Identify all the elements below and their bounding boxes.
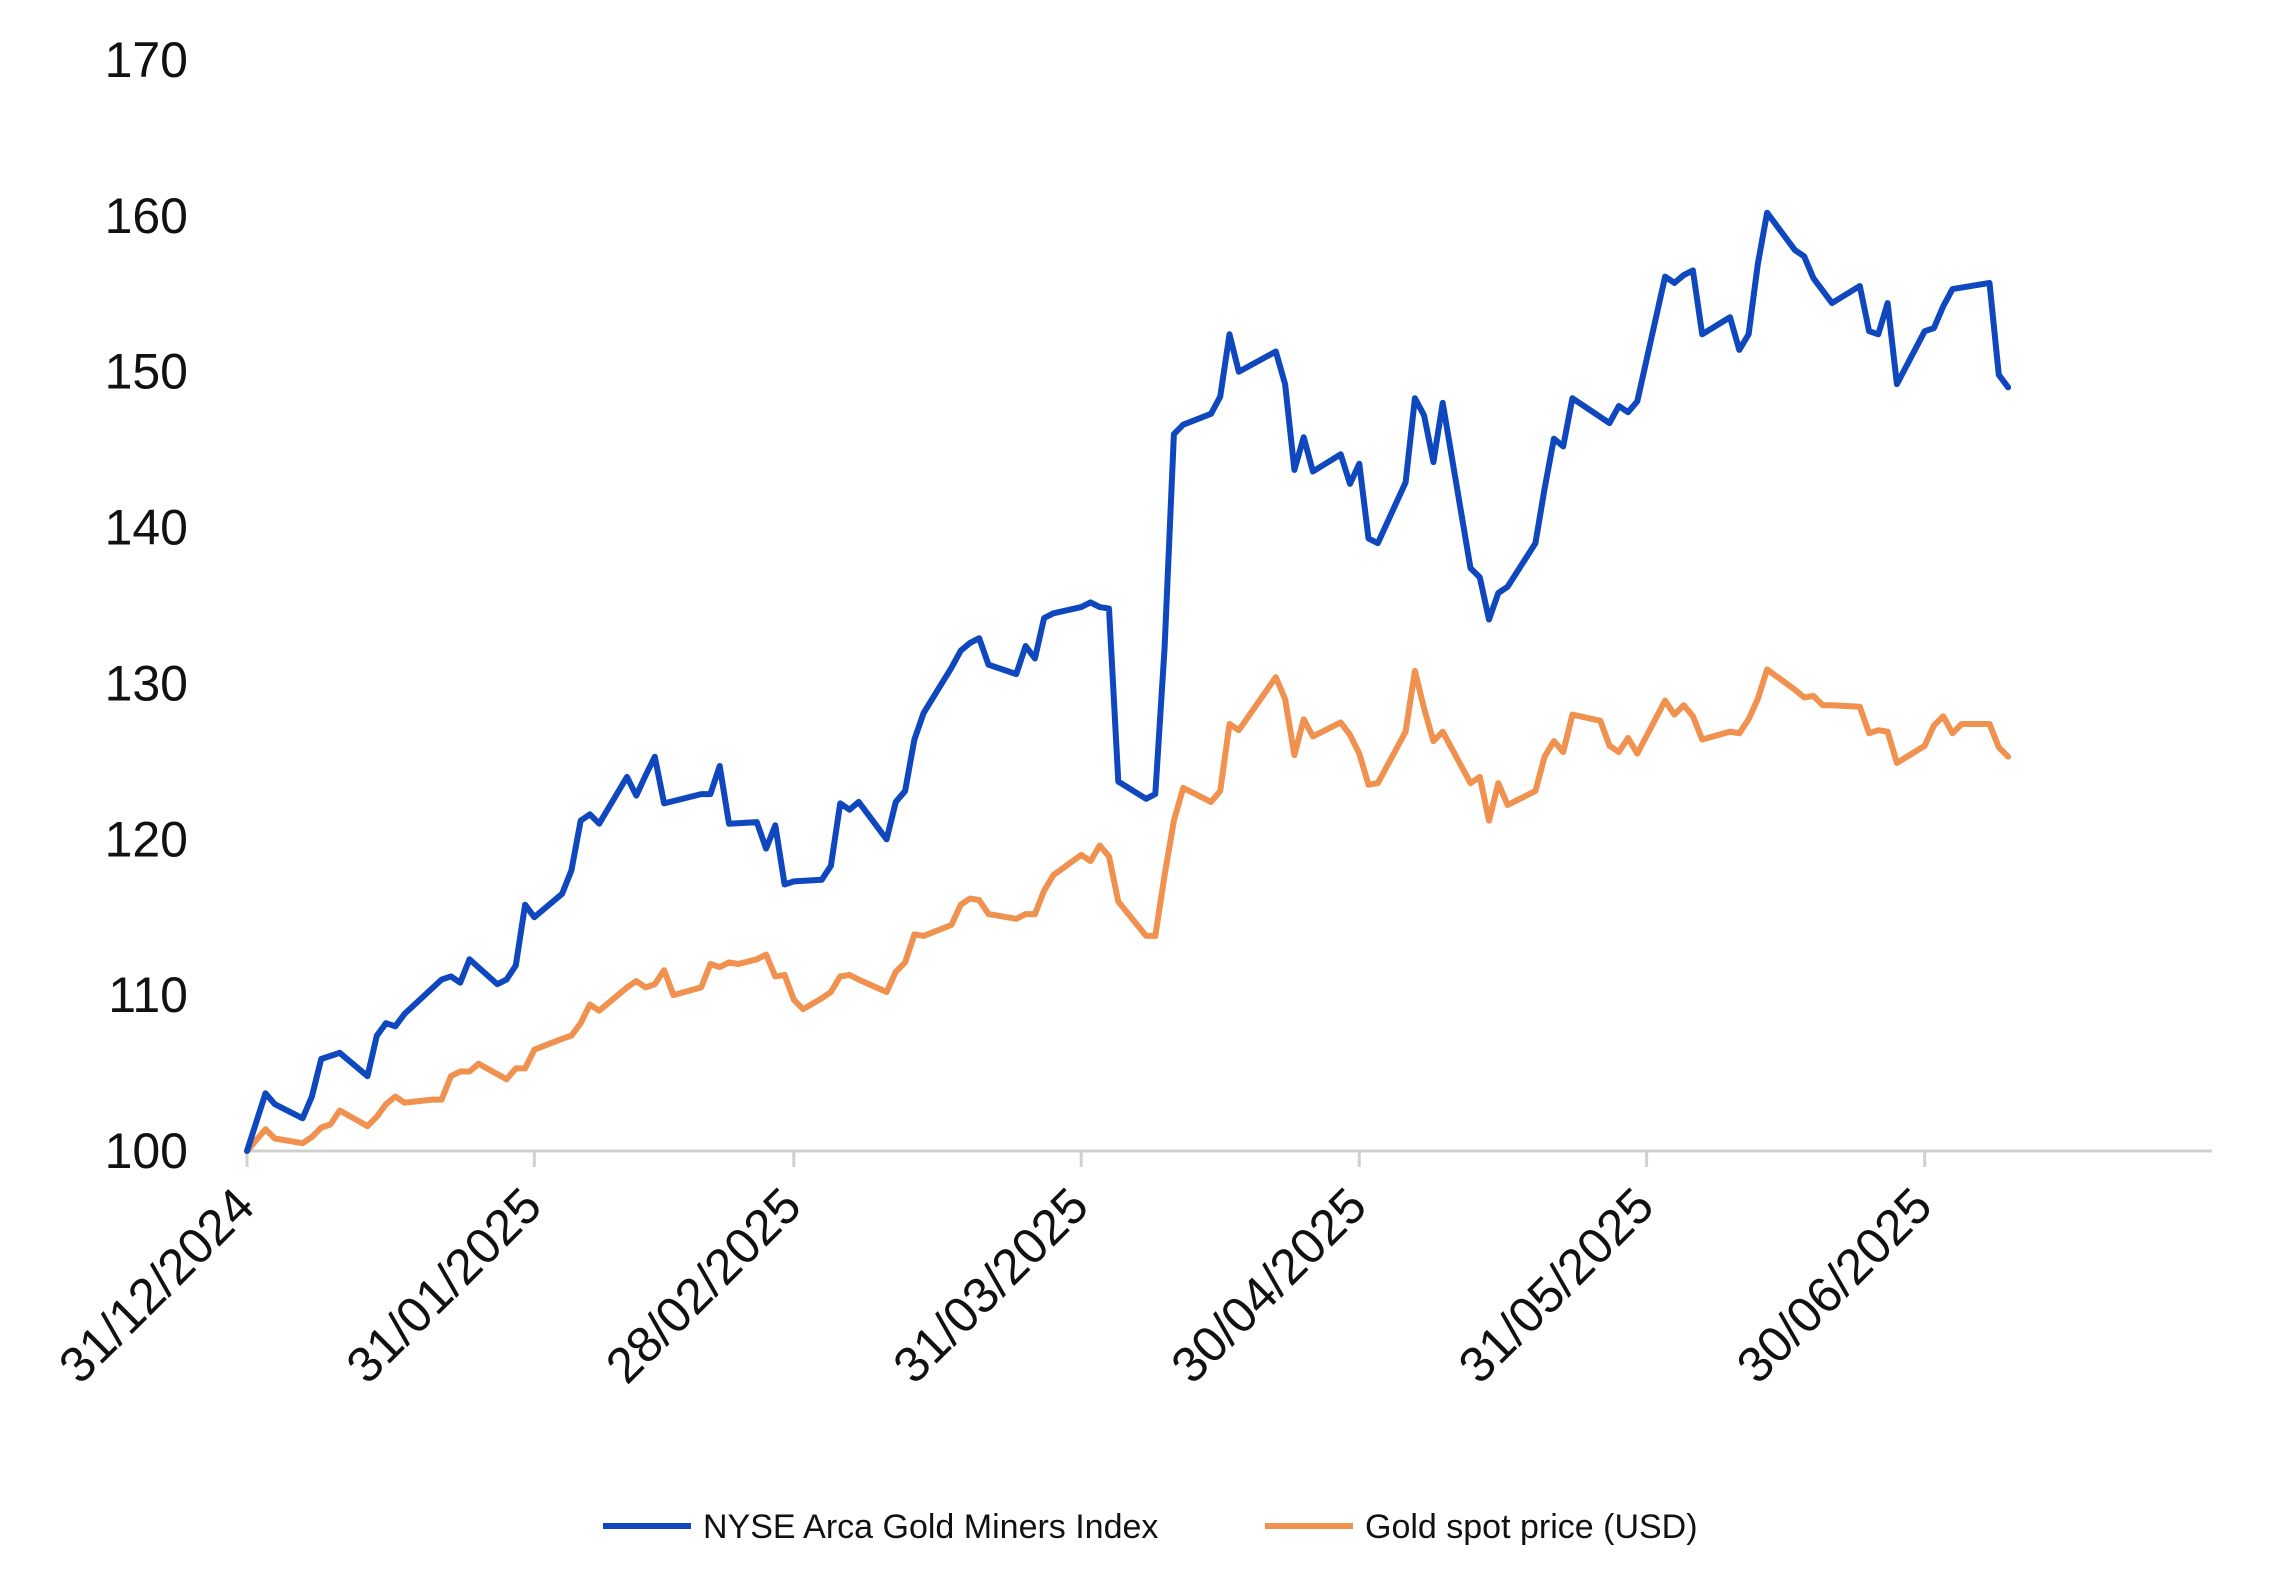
y-tick-label: 150 — [105, 344, 188, 400]
y-tick-label: 120 — [105, 811, 188, 867]
series-line-gold-spot-price — [244, 666, 2012, 1154]
y-tick-label: 140 — [105, 500, 188, 556]
y-tick-label: 170 — [105, 32, 188, 88]
x-tick-label: 30/06/2025 — [1726, 1177, 1943, 1394]
legend-label: Gold spot price (USD) — [1365, 1508, 1698, 1546]
x-tick-label: 31/05/2025 — [1448, 1177, 1665, 1394]
legend-label: NYSE Arca Gold Miners Index — [703, 1508, 1158, 1546]
y-tick-label: 160 — [105, 188, 188, 244]
legend: NYSE Arca Gold Miners Index Gold spot pri… — [603, 1508, 1698, 1546]
x-tick-label: 31/12/2024 — [48, 1177, 265, 1394]
y-tick-label: 110 — [108, 967, 188, 1023]
x-tick-label: 31/03/2025 — [882, 1177, 1099, 1394]
series-line-gold-miners-index — [244, 209, 2012, 1154]
x-tick-label: 30/04/2025 — [1160, 1177, 1377, 1394]
series-lines — [244, 209, 2012, 1154]
y-tick-label: 100 — [105, 1123, 188, 1179]
x-tick-label: 28/02/2025 — [595, 1177, 812, 1394]
y-tick-label: 130 — [105, 655, 188, 711]
x-axis-ticks: 31/12/2024 31/01/2025 28/02/2025 31/03/2025… — [48, 1151, 1942, 1394]
x-tick-label: 31/01/2025 — [336, 1177, 553, 1394]
y-axis-ticks: 100 110 120 130 140 150 160 170 — [105, 32, 188, 1179]
